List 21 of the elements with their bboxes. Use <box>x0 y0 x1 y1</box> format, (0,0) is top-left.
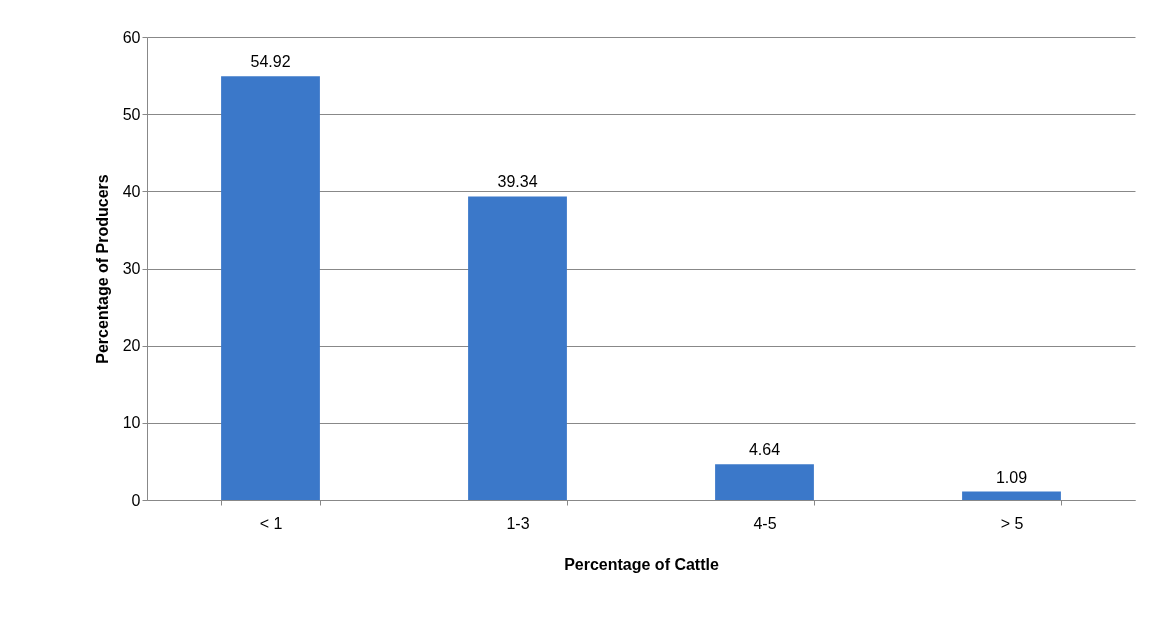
y-tick-label: 40 <box>122 182 141 200</box>
bar <box>962 491 1061 500</box>
data-label: 4.64 <box>748 441 781 459</box>
x-tick-label: < 1 <box>259 514 283 532</box>
y-tick-label: 20 <box>122 337 141 355</box>
bar <box>221 76 320 500</box>
bar <box>468 196 567 500</box>
data-label: 1.09 <box>995 468 1028 486</box>
y-tick-label: 10 <box>122 414 141 432</box>
x-tick-label: > 5 <box>1000 514 1024 532</box>
bar <box>715 464 814 500</box>
y-axis-title: Percentage of Producers <box>93 174 111 364</box>
data-label: 39.34 <box>497 173 538 191</box>
y-tick-label: 50 <box>122 105 141 123</box>
x-tick-label: 1-3 <box>506 514 530 532</box>
x-tick-label: 4-5 <box>753 514 777 532</box>
y-tick-label: 0 <box>131 491 141 509</box>
data-label: 54.92 <box>250 53 291 71</box>
y-tick-label: 60 <box>122 28 141 46</box>
x-axis-title: Percentage of Cattle <box>564 555 719 573</box>
y-tick-label: 30 <box>122 260 141 277</box>
